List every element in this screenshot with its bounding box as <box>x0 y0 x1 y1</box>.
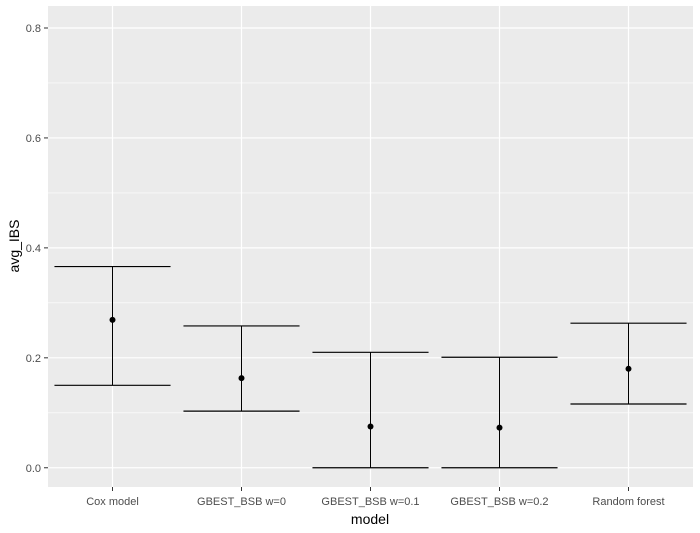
mean-point <box>625 365 632 372</box>
error-bars <box>54 265 687 469</box>
x-axis: Cox model GBEST_BSB w=0 GBEST_BSB w=0.1 GBE… <box>86 487 665 508</box>
mean-point <box>109 316 116 323</box>
y-tick-label: 0.6 <box>26 133 41 145</box>
y-axis: 0.0 0.2 0.4 0.6 0.8 <box>26 23 48 475</box>
x-tick-label: Random forest <box>592 496 664 508</box>
y-tick-label: 0.4 <box>26 243 41 255</box>
y-tick-label: 0.2 <box>26 353 41 365</box>
x-tick-label: Cox model <box>86 496 139 508</box>
x-axis-title: model <box>351 511 389 527</box>
y-tick-label: 0.0 <box>26 463 41 475</box>
x-tick-label: GBEST_BSB w=0.2 <box>450 496 548 508</box>
x-tick-label: GBEST_BSB w=0.1 <box>321 496 419 508</box>
x-tick-label: GBEST_BSB w=0 <box>197 496 286 508</box>
mean-point <box>238 375 245 382</box>
y-tick-label: 0.8 <box>26 23 41 35</box>
mean-point <box>496 424 503 431</box>
mean-points <box>109 316 632 431</box>
mean-point <box>367 423 374 430</box>
y-axis-title: avg_IBS <box>6 220 22 273</box>
